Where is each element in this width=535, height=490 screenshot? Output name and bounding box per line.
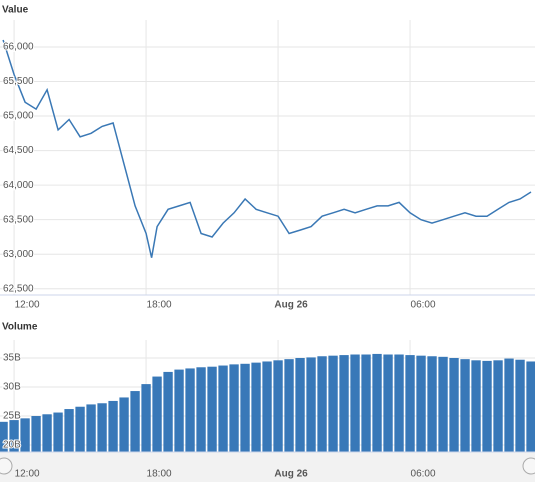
y-tick-label: 64,000: [3, 180, 34, 191]
x-tick-label: 18:00: [147, 469, 172, 480]
navigator: [0, 452, 535, 482]
x-tick-label: 12:00: [15, 300, 40, 311]
bar: [53, 412, 63, 452]
bar: [482, 360, 492, 452]
bar: [405, 355, 415, 452]
bar: [229, 364, 239, 452]
bar: [75, 406, 85, 452]
bar: [42, 414, 52, 452]
x-tick-label: 18:00: [147, 300, 172, 311]
y-tick-label: 30B: [3, 382, 21, 393]
bar: [0, 421, 8, 452]
x-tick-label: Aug 26: [274, 469, 308, 480]
scroll-handle[interactable]: [522, 457, 535, 475]
bar: [251, 362, 261, 452]
bar: [141, 384, 151, 452]
y-tick-label: 64,500: [3, 145, 34, 156]
bar: [515, 359, 525, 452]
bar: [295, 357, 305, 452]
bar: [361, 354, 371, 452]
bar: [438, 356, 448, 452]
x-tick-label: 12:00: [15, 469, 40, 480]
bar: [196, 367, 206, 452]
bar: [449, 357, 459, 452]
y-tick-label: 65,500: [3, 76, 34, 87]
y-tick-label: 35B: [3, 353, 21, 364]
bar: [152, 376, 162, 452]
bar: [108, 400, 118, 452]
bar: [262, 361, 272, 452]
y-tick-label: 63,000: [3, 249, 34, 260]
bar: [31, 416, 41, 452]
bar: [130, 391, 140, 452]
bar: [328, 355, 338, 452]
chart-title: Value: [2, 5, 29, 16]
y-tick-label: 25B: [3, 411, 21, 422]
bar: [284, 359, 294, 452]
chart-title: Volume: [2, 322, 38, 333]
bar: [64, 409, 74, 452]
bar: [526, 361, 535, 452]
bar: [9, 420, 19, 452]
bar: [240, 363, 250, 452]
bar: [383, 354, 393, 452]
y-tick-label: 66,000: [3, 42, 34, 53]
bar: [306, 357, 316, 452]
y-tick-label: 63,500: [3, 214, 34, 225]
bar: [394, 354, 404, 452]
bar: [20, 418, 30, 452]
bar: [471, 360, 481, 452]
bar: [163, 371, 173, 452]
bar: [460, 359, 470, 452]
scroll-handle[interactable]: [0, 457, 13, 475]
y-tick-label: 62,500: [3, 283, 34, 294]
bar: [504, 358, 514, 452]
bar: [119, 397, 129, 452]
bar: [207, 366, 217, 452]
x-tick-label: 06:00: [411, 469, 436, 480]
bar: [427, 356, 437, 452]
bar: [339, 355, 349, 452]
bar: [174, 369, 184, 452]
x-tick-label: 06:00: [411, 300, 436, 311]
bar: [317, 356, 327, 452]
bar: [416, 355, 426, 452]
x-tick-label: Aug 26: [274, 300, 308, 311]
line: [2, 39, 532, 258]
bar: [493, 360, 503, 452]
bar: [218, 365, 228, 452]
bar: [86, 404, 96, 452]
bar: [273, 360, 283, 452]
y-tick-label: 20B: [3, 440, 21, 451]
bar: [97, 403, 107, 452]
bar: [350, 354, 360, 452]
y-tick-label: 65,000: [3, 111, 34, 122]
bar: [185, 368, 195, 452]
bar: [372, 353, 382, 452]
